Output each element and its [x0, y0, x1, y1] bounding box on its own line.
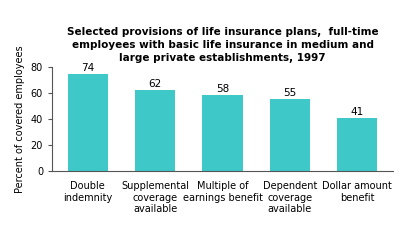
Bar — [135, 90, 175, 171]
Text: 74: 74 — [81, 64, 95, 74]
Bar — [68, 74, 108, 171]
Bar — [270, 99, 310, 171]
Y-axis label: Percent of covered employees: Percent of covered employees — [15, 45, 25, 193]
Text: 41: 41 — [350, 107, 364, 117]
Bar — [337, 118, 377, 171]
Bar — [203, 95, 243, 171]
Title: Selected provisions of life insurance plans,  full-time
employees with basic lif: Selected provisions of life insurance pl… — [67, 27, 379, 63]
Text: 55: 55 — [283, 88, 297, 98]
Text: 58: 58 — [216, 84, 229, 94]
Text: 62: 62 — [148, 79, 162, 89]
